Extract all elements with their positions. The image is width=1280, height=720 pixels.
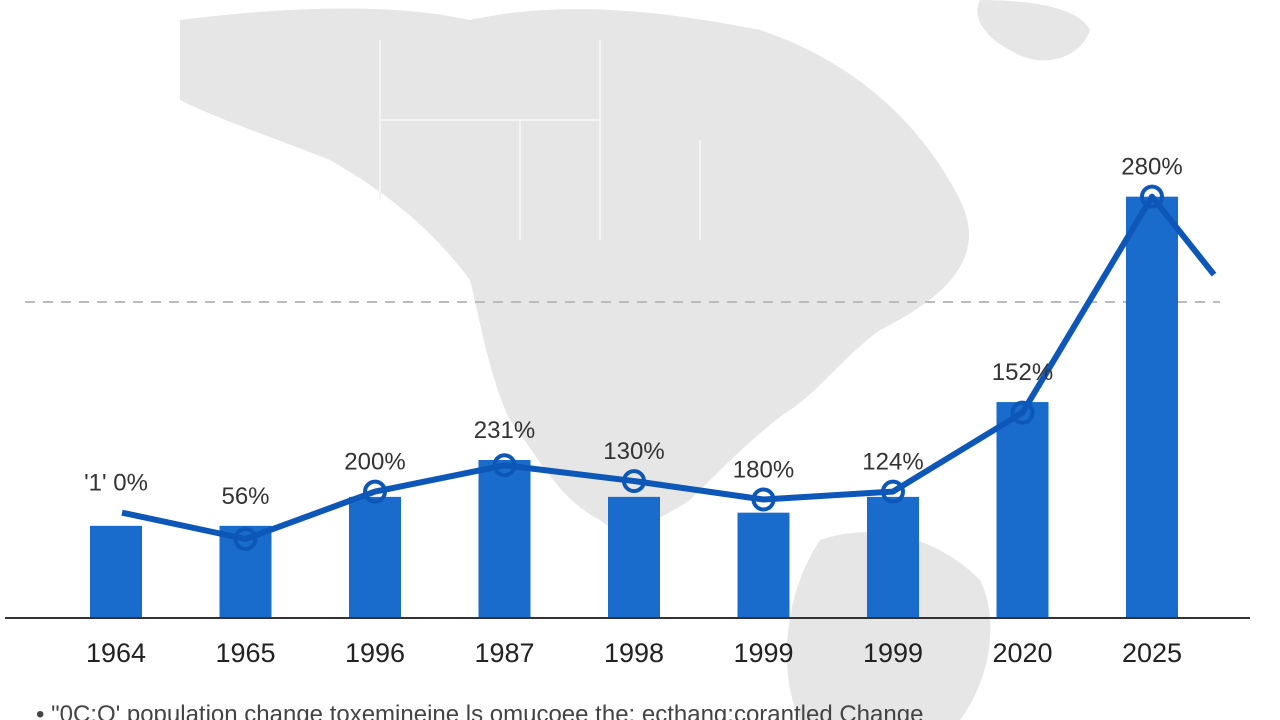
bar-2	[349, 496, 401, 618]
x-tick-label: 1965	[215, 638, 275, 668]
line-point-2	[363, 479, 387, 504]
x-tick-label: 2020	[992, 638, 1052, 668]
bar-0	[90, 525, 142, 618]
bar-value-label: 280%	[1121, 154, 1182, 181]
x-tick-label: 1996	[345, 638, 405, 668]
bar-value-label: 56%	[221, 483, 269, 510]
bar-value-label: 130%	[603, 438, 664, 465]
greenland-landmass	[977, 0, 1090, 61]
x-tick-label: 1987	[474, 638, 534, 668]
chart-caption: • "0C:O' population change toxemineine l…	[36, 701, 924, 720]
bar-4	[608, 496, 660, 618]
x-tick-label: 1999	[733, 638, 793, 668]
line-point-4	[622, 469, 646, 494]
line-point-3	[492, 453, 517, 478]
x-tick-label: 1999	[863, 638, 923, 668]
line-point-6	[881, 479, 905, 504]
bar-3	[478, 460, 531, 618]
bar-value-label: 200%	[344, 449, 405, 476]
bar-7	[996, 402, 1049, 618]
south-america-landmass	[786, 532, 991, 720]
line-point-5	[751, 487, 776, 512]
bar-5	[737, 512, 790, 618]
line-point-8	[1140, 184, 1164, 209]
trend-line	[121, 193, 1217, 542]
bar-8	[1126, 196, 1178, 618]
line-point-7	[1010, 400, 1035, 425]
x-tick-label: 1998	[604, 638, 664, 668]
line-point-1	[233, 527, 258, 551]
bar-value-label: 152%	[992, 359, 1053, 386]
bar-value-label: 180%	[733, 457, 794, 484]
bar-6	[867, 496, 919, 618]
map-border-lines	[379, 40, 701, 240]
bar-value-label: 231%	[474, 417, 535, 444]
x-tick-label: 2025	[1122, 638, 1182, 668]
x-tick-label: 1964	[86, 638, 146, 668]
bar-value-label: '1' 0%	[84, 470, 148, 497]
north-america-landmass	[180, 8, 969, 529]
bar-value-label: 124%	[862, 449, 923, 476]
